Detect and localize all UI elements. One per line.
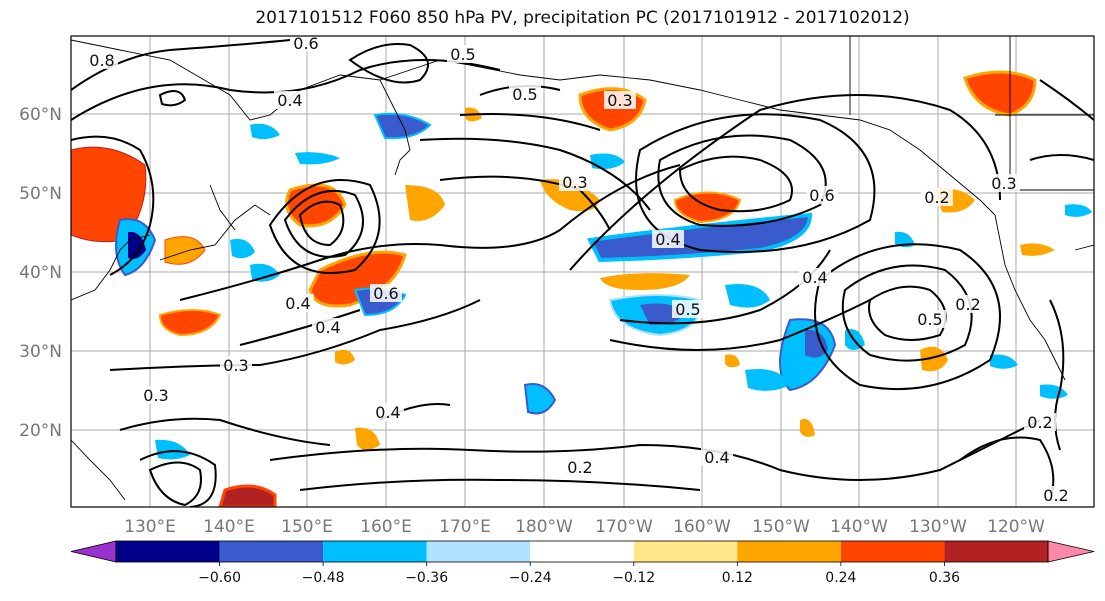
lon-tick-label: 130°E (124, 517, 176, 537)
colorbar-extend-high (1047, 540, 1095, 563)
contour-label: 0.3 (143, 386, 168, 405)
lon-tick-label: 180°W (515, 517, 573, 537)
contour-label: 0.3 (991, 174, 1016, 193)
contour-label: 0.5 (450, 45, 475, 64)
colorbar-tick-label: 0.12 (722, 570, 753, 586)
colorbar-tick-label: 0.36 (929, 570, 960, 586)
contour-label: 0.6 (293, 34, 318, 53)
lon-tick-label: 140°W (830, 517, 888, 537)
lat-tick-label: 40°N (19, 263, 62, 283)
lat-tick-label: 30°N (19, 342, 62, 362)
colorbar-tick-label: −0.60 (198, 570, 241, 586)
contour-label: 0.4 (802, 268, 827, 287)
colorbar-segment (323, 541, 427, 562)
contour-label: 0.4 (704, 448, 729, 467)
contour-label: 0.6 (809, 186, 834, 205)
contour-label: 0.8 (89, 51, 114, 70)
colorbar-tick-label: 0.24 (825, 570, 856, 586)
contour-label: 0.4 (375, 403, 400, 422)
contour-label: 0.3 (562, 173, 587, 192)
lon-tick-label: 170°E (439, 517, 491, 537)
colorbar-ticks: −0.60 −0.48 −0.36 −0.24 −0.12 0.12 0.24 0.36 (198, 562, 960, 586)
colorbar-segment (737, 541, 841, 562)
colorbar-tick-label: −0.24 (509, 570, 552, 586)
contour-label: 0.4 (285, 294, 310, 313)
lon-tick-label: 140°E (203, 517, 255, 537)
longitude-ticks: 130°E 140°E 150°E 160°E 170°E 180°W 170°W 160°W… (124, 517, 1045, 537)
contour-label: 0.4 (655, 230, 680, 249)
colorbar-tick-label: −0.12 (612, 570, 655, 586)
colorbar-segment (219, 541, 324, 562)
colorbar-segment (116, 541, 220, 562)
lon-tick-label: 160°W (673, 517, 731, 537)
lon-tick-label: 150°W (752, 517, 810, 537)
lon-tick-label: 160°E (360, 517, 412, 537)
lon-tick-label: 130°W (909, 517, 967, 537)
latitude-ticks: 60°N 50°N 40°N 30°N 20°N (19, 105, 62, 441)
contour-label: 0.2 (567, 458, 592, 477)
contour-label: 0.6 (373, 284, 398, 303)
map-border (70, 35, 1095, 508)
contour-label: 0.3 (223, 356, 248, 375)
colorbar-extend-low (70, 540, 117, 563)
contour-label: 0.5 (917, 310, 942, 329)
colorbar-tick-label: −0.48 (302, 570, 345, 586)
contour-label: 0.4 (277, 91, 302, 110)
colorbar-segment (944, 541, 1048, 562)
lon-tick-label: 120°W (987, 517, 1045, 537)
contour-labels: 0.6 0.5 0.8 0.4 0.5 0.3 0.3 0.4 0.6 0.3 0.2 0.4 0.5 0… (86, 34, 1072, 505)
contour-label: 0.2 (1043, 486, 1068, 505)
colorbar (70, 540, 1095, 563)
contour-label: 0.5 (512, 85, 537, 104)
lat-tick-label: 50°N (19, 184, 62, 204)
contour-label: 0.2 (955, 295, 980, 314)
contour-label: 0.4 (315, 318, 340, 337)
contour-label: 0.2 (924, 188, 949, 207)
colorbar-segment (426, 541, 531, 562)
colorbar-segment (633, 541, 738, 562)
contour-label: 0.2 (1027, 413, 1052, 432)
contour-label: 0.3 (607, 91, 632, 110)
lat-tick-label: 20°N (19, 421, 62, 441)
precip-shading (71, 70, 1092, 507)
contour-label: 0.5 (675, 300, 700, 319)
colorbar-segment (530, 541, 634, 562)
lon-tick-label: 170°W (595, 517, 653, 537)
lat-tick-label: 60°N (19, 105, 62, 125)
lon-tick-label: 150°E (281, 517, 333, 537)
map-title: 2017101512 F060 850 hPa PV, precipitatio… (255, 8, 910, 28)
colorbar-tick-label: −0.36 (405, 570, 448, 586)
colorbar-segment (840, 541, 945, 562)
